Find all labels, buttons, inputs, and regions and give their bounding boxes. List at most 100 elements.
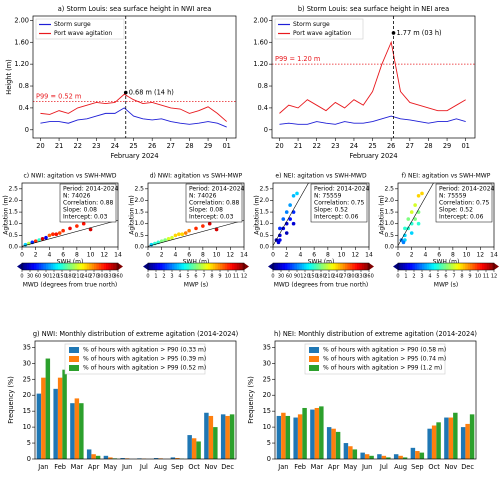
fit-line xyxy=(147,219,245,247)
colorbar-cell xyxy=(31,263,35,270)
stats-text: N: 75559 xyxy=(314,193,342,200)
scatter-point xyxy=(57,231,62,235)
bar xyxy=(170,457,176,459)
colorbar-cell xyxy=(167,263,170,270)
x-tick-label: Jul xyxy=(139,463,148,471)
x-tick-label: 29 xyxy=(204,142,212,150)
scatter-point xyxy=(403,233,407,238)
colorbar-cell xyxy=(67,263,71,270)
bar xyxy=(364,454,370,459)
y-tick-label: 1.60 xyxy=(14,38,29,46)
scatter-point xyxy=(166,237,171,241)
colorbar-cell xyxy=(176,263,180,270)
x-tick-label: 4 xyxy=(174,252,178,259)
scatter-point xyxy=(177,232,181,236)
x-tick-label: Aug xyxy=(394,463,407,471)
legend-box xyxy=(274,18,364,40)
plot-frame xyxy=(271,15,476,139)
x-tick-label: 4 xyxy=(299,252,303,259)
x-tick-label: 29 xyxy=(443,142,451,150)
x-tick-label: 12 xyxy=(351,252,359,259)
colorbar-cell xyxy=(152,263,156,270)
bar xyxy=(293,417,298,459)
colorbar-cell xyxy=(304,263,307,270)
y-tick-label: 2.0 xyxy=(8,197,18,204)
x-tick-label: May xyxy=(344,463,358,471)
y-tick-label: 0.0 xyxy=(384,244,394,251)
colorbar-cell xyxy=(467,263,471,270)
colorbar-cell xyxy=(277,263,281,270)
colorbar-cell xyxy=(98,263,102,270)
y-tick-label: 1.20 xyxy=(253,60,268,68)
colorbar-cell xyxy=(169,263,173,270)
y-tick-label: 15 xyxy=(23,407,31,415)
bar xyxy=(302,407,307,459)
colorbar-tick-label: 2 xyxy=(162,274,165,280)
bar xyxy=(393,454,399,459)
colorbar-cell xyxy=(157,263,161,270)
legend-label: % of hours with agitation > P99 (0.52 m) xyxy=(83,365,206,372)
colorbar-cell xyxy=(220,263,223,270)
x-tick-label: 27 xyxy=(167,142,175,150)
x-tick-label: 25 xyxy=(129,142,137,150)
colorbar-cell xyxy=(458,263,461,270)
bar xyxy=(453,412,458,459)
bar xyxy=(108,457,113,459)
colorbar-cell xyxy=(72,263,76,270)
colorbar-cell xyxy=(148,263,151,270)
colorbar-cell xyxy=(311,263,315,270)
y-axis-label: Height (m) xyxy=(5,59,13,94)
colorbar-tick-label: 240 xyxy=(332,274,342,280)
y-tick-label: 0.0 xyxy=(8,244,18,251)
legend-box xyxy=(64,343,206,375)
colorbar-tick-label: 4 xyxy=(428,274,431,280)
colorbar-tick-label: 11 xyxy=(233,274,239,280)
stats-box xyxy=(185,183,243,223)
x-tick-label: 10 xyxy=(338,252,346,259)
x-tick-label: 4 xyxy=(48,252,52,259)
colorbar-cell xyxy=(110,263,114,270)
colorbar-cell xyxy=(232,263,235,270)
bar xyxy=(187,435,192,459)
colorbar-cell xyxy=(115,263,119,270)
stats-text: Period: 2014-2024 xyxy=(189,186,245,193)
x-tick-label: 12 xyxy=(100,252,108,259)
colorbar-cell xyxy=(70,263,73,270)
x-tick-label: 24 xyxy=(111,142,119,150)
y-tick-label: 1.5 xyxy=(384,209,394,216)
bar xyxy=(281,412,286,459)
colorbar-extend xyxy=(369,263,374,270)
x-tick-label: Sep xyxy=(411,463,423,471)
colorbar-cell xyxy=(55,263,59,270)
colorbar-cell xyxy=(24,263,28,270)
colorbar-cell xyxy=(294,263,298,270)
x-tick-label: 14 xyxy=(240,252,248,259)
colorbar-tick-label: 150 xyxy=(57,274,67,280)
x-axis-label: SWH (m) xyxy=(57,259,84,266)
x-tick-label: 10 xyxy=(87,252,95,259)
colorbar-cell xyxy=(79,263,83,270)
stats-text: Intercept: 0.06 xyxy=(314,214,359,221)
colorbar-cell xyxy=(422,263,425,270)
y-tick-label: 0.0 xyxy=(134,244,144,251)
scatter-point xyxy=(54,232,59,236)
colorbar-cell xyxy=(26,263,30,270)
colorbar-cell xyxy=(491,263,495,270)
colorbar-cell xyxy=(470,263,473,270)
colorbar-tick-label: 270 xyxy=(340,274,350,280)
x-tick-label: 8 xyxy=(201,252,205,259)
y-tick-label: 0 xyxy=(264,126,268,134)
bar xyxy=(208,415,214,459)
stats-text: Intercept: 0.03 xyxy=(189,214,234,221)
bar xyxy=(310,409,315,459)
colorbar-cell xyxy=(333,263,336,270)
colorbar-cell xyxy=(412,263,416,270)
bar xyxy=(415,451,420,459)
stats-text: N: 74026 xyxy=(189,193,217,200)
x-tick-label: Aug xyxy=(154,463,167,471)
colorbar-cell xyxy=(318,263,322,270)
colorbar-cell xyxy=(193,263,197,270)
y-tick-label: 25 xyxy=(263,375,271,383)
colorbar-tick-label: 60 xyxy=(35,274,41,280)
x-tick-label: 14 xyxy=(490,252,498,259)
